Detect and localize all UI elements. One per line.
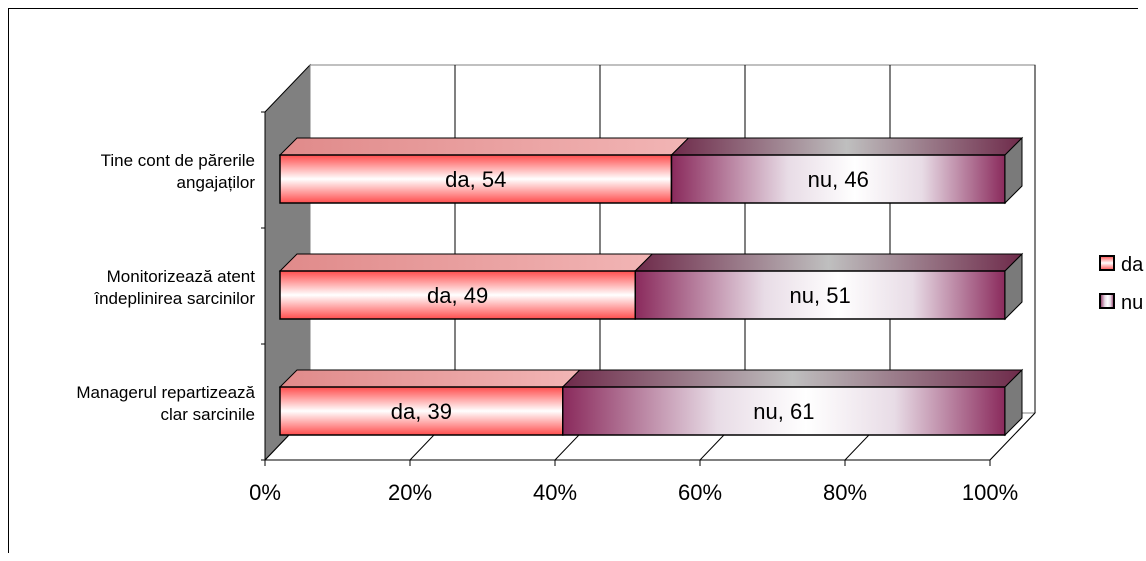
category-label: angajaților: [177, 173, 256, 192]
x-tick-label: 60%: [678, 480, 722, 505]
bar-da: [279, 154, 673, 204]
legend-label-da: da: [1121, 254, 1144, 276]
bar-da: [279, 270, 636, 320]
x-tick-label: 0%: [249, 480, 281, 505]
category-label: Managerul repartizează: [76, 383, 255, 402]
chart-frame: [8, 8, 1138, 553]
x-tick-label: 80%: [823, 480, 867, 505]
bar-top-da: [278, 369, 581, 388]
data-label-nu: nu, 51: [790, 283, 851, 308]
bar-top-nu: [634, 253, 1024, 272]
category-label: Tine cont de părerile: [101, 151, 255, 170]
bar-nu: [562, 386, 1006, 436]
data-label-nu: nu, 61: [753, 399, 814, 424]
bar-side-nu: [1004, 136, 1023, 205]
bar-top-da: [278, 253, 654, 272]
category-label: Monitorizează atent: [107, 267, 256, 286]
bar-top-nu: [670, 137, 1024, 156]
legend-swatch-da: [1099, 255, 1115, 271]
x-tick-label: 20%: [388, 480, 432, 505]
bar-side-nu: [1004, 368, 1023, 437]
bar-da: [279, 386, 564, 436]
data-label-nu: nu, 46: [808, 167, 869, 192]
legend-swatch-nu: [1099, 293, 1115, 309]
chart-back-wall: [309, 64, 1036, 414]
legend-label-nu: nu: [1121, 292, 1143, 314]
bar-nu: [670, 154, 1006, 204]
data-label-da: da, 49: [427, 283, 488, 308]
bar-side-nu: [1004, 252, 1023, 321]
category-label: îndeplinirea sarcinilor: [93, 289, 255, 308]
floor-gridline: [989, 412, 1036, 461]
bar-nu: [634, 270, 1006, 320]
x-tick-label: 100%: [962, 480, 1018, 505]
data-label-da: da, 39: [391, 399, 452, 424]
data-label-da: da, 54: [445, 167, 506, 192]
x-tick-label: 40%: [533, 480, 577, 505]
bar-top-da: [278, 137, 690, 156]
legend: da nu: [1099, 254, 1144, 314]
bar-top-nu: [561, 369, 1024, 388]
category-label: clar sarcinile: [161, 405, 255, 424]
